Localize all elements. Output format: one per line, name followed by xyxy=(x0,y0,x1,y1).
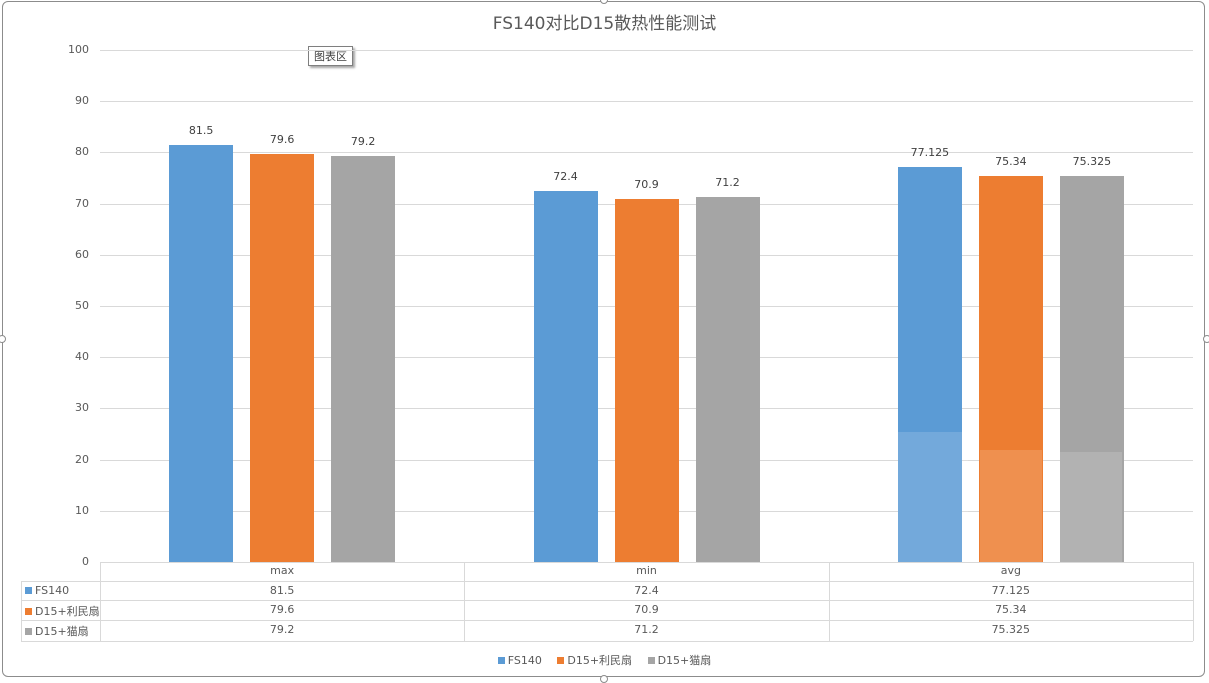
table-cell: 70.9 xyxy=(634,603,659,616)
legend-key-icon xyxy=(25,608,32,615)
gridline xyxy=(100,152,1193,154)
table-header-cell: avg xyxy=(1000,564,1021,577)
table-cell: 79.2 xyxy=(269,623,295,636)
table-header-cell: min xyxy=(636,564,657,577)
resize-handle-right[interactable] xyxy=(1203,335,1209,343)
bar-avg-series-1[interactable] xyxy=(978,176,1043,562)
table-cell: 81.5 xyxy=(269,584,295,597)
y-tick-label: 70 xyxy=(75,196,89,210)
bar-max-series-1[interactable] xyxy=(250,154,315,562)
table-cell: 75.325 xyxy=(991,623,1031,636)
table-row-label: FS140 xyxy=(25,584,69,597)
table-row-label: D15+利民扇 xyxy=(25,603,100,619)
data-label: 79.2 xyxy=(350,135,376,149)
resize-handle-bottom[interactable] xyxy=(600,675,608,683)
data-label: 71.2 xyxy=(715,176,740,190)
y-tick-label: 20 xyxy=(75,452,89,466)
data-label: 72.4 xyxy=(553,170,578,184)
y-tick-label: 0 xyxy=(82,555,89,568)
y-tick-label: 30 xyxy=(75,401,89,415)
table-gridline xyxy=(100,562,1193,563)
table-gridline xyxy=(21,620,1193,621)
chart-title[interactable]: FS140对比D15散热性能测试 xyxy=(492,14,717,34)
legend-swatch-icon xyxy=(647,657,655,664)
table-gridline xyxy=(21,600,1193,601)
legend-swatch-icon xyxy=(497,657,505,664)
bar-min-series-1[interactable] xyxy=(614,198,679,562)
table-cell: 71.2 xyxy=(634,623,659,636)
table-gridline xyxy=(21,581,22,641)
y-tick-label: 10 xyxy=(75,503,89,517)
row-label-text: FS140 xyxy=(35,584,70,597)
y-tick-label: 50 xyxy=(75,299,89,312)
bar-avg-series-2[interactable] xyxy=(1059,176,1124,562)
y-tick-label: 100 xyxy=(68,43,89,56)
table-cell: 77.125 xyxy=(991,584,1031,597)
legend-swatch-icon xyxy=(557,657,565,664)
gridline xyxy=(100,101,1193,103)
table-gridline xyxy=(828,562,830,641)
table-gridline xyxy=(100,562,101,641)
y-tick-label: 80 xyxy=(75,145,89,159)
bar-max-series-0[interactable] xyxy=(169,144,234,562)
legend-item-d15-catfan[interactable]: D15+猫扇 xyxy=(647,652,711,668)
table-gridline xyxy=(21,641,1193,642)
watermark xyxy=(980,450,1042,562)
watermark xyxy=(898,432,968,562)
y-tick-label: 90 xyxy=(75,94,89,108)
table-header-cell: max xyxy=(270,564,295,577)
gridline xyxy=(100,50,1193,51)
legend-key-icon xyxy=(25,628,32,635)
y-tick-label: 60 xyxy=(75,247,89,261)
bar-max-series-2[interactable] xyxy=(331,156,396,562)
data-label: 75.34 xyxy=(995,155,1027,169)
data-label: 70.9 xyxy=(634,177,659,191)
row-label-text: D15+猫扇 xyxy=(35,625,89,638)
legend-key-icon xyxy=(25,587,32,594)
table-cell: 75.34 xyxy=(995,603,1027,616)
table-gridline xyxy=(464,562,466,641)
bar-min-series-2[interactable] xyxy=(695,197,760,562)
bar-min-series-0[interactable] xyxy=(533,191,598,562)
table-gridline xyxy=(1193,562,1194,641)
table-gridline xyxy=(21,581,1193,582)
data-label: 77.125 xyxy=(910,146,950,160)
watermark xyxy=(1060,452,1122,562)
bar-avg-series-0[interactable] xyxy=(897,167,962,562)
table-cell: 72.4 xyxy=(634,584,659,597)
table-cell: 79.6 xyxy=(269,603,295,616)
row-label-text: D15+利民扇 xyxy=(35,605,100,618)
chart-area-tooltip: 图表区 xyxy=(308,46,353,66)
legend-item-fs140[interactable]: FS140 xyxy=(497,654,542,667)
legend-item-d15-liminfan[interactable]: D15+利民扇 xyxy=(557,652,632,668)
data-label: 79.6 xyxy=(269,133,295,147)
legend[interactable]: FS140 D15+利民扇 D15+猫扇 xyxy=(0,652,1209,668)
resize-handle-left[interactable] xyxy=(0,335,6,343)
table-row-label: D15+猫扇 xyxy=(25,623,89,639)
data-label: 75.325 xyxy=(1072,155,1112,169)
y-tick-label: 40 xyxy=(75,350,89,364)
data-label: 81.5 xyxy=(188,123,214,137)
